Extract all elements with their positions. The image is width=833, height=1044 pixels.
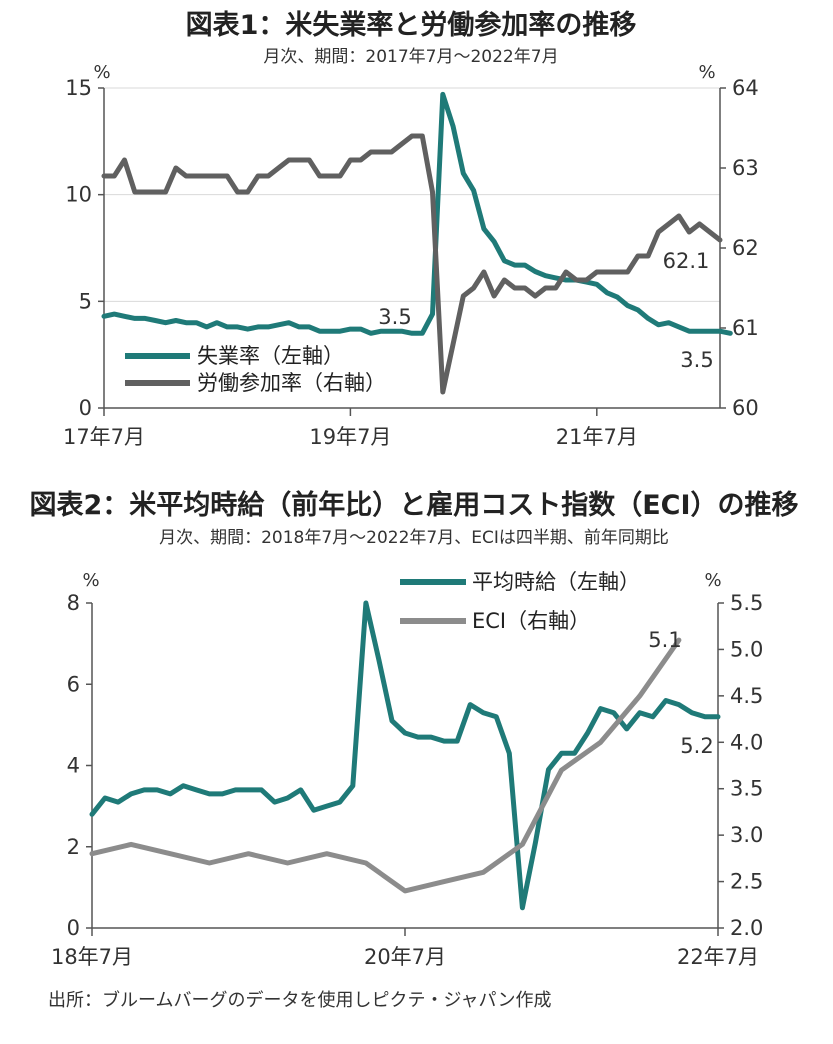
chart1-legend-lfpr-label: 労働参加率（右軸）: [197, 371, 386, 395]
chart1-plot: 0 5 10 15 60 61 62 63 64 17年7月 19年7月 21年7月: [63, 76, 759, 449]
chart2-title: 図表2：米平均時給（前年比）と雇用コスト指数（ECI）の推移: [29, 489, 798, 521]
y-right-tick-label: 62: [732, 236, 759, 260]
y-right-tick-label: 3.0: [730, 823, 763, 847]
x-tick-label: 17年7月: [63, 425, 145, 449]
y-right-tick-label: 60: [732, 396, 759, 420]
x-tick-label: 20年7月: [364, 945, 446, 969]
y-left-tick-label: 4: [67, 754, 80, 778]
source-note: 出所：ブルームバーグのデータを使用しピクテ・ジャパン作成: [48, 989, 551, 1011]
chart1-title: 図表1：米失業率と労働参加率の推移: [186, 9, 637, 41]
series-line-1: [101, 91, 733, 336]
y-right-tick-label: 4.0: [730, 730, 763, 754]
chart1-annotation-unemp-precovid: 3.5: [378, 305, 411, 329]
y-right-tick-label: 3.5: [730, 777, 763, 801]
y-left-tick-label: 6: [67, 672, 80, 696]
chart2-legend: 平均時給（左軸） ECI（右軸）: [400, 570, 640, 633]
y-left-tick-label: 8: [67, 591, 80, 615]
x-tick-label: 21年7月: [556, 425, 638, 449]
x-tick-label: 22年7月: [677, 945, 759, 969]
chart2-annotation-ahe-last: 5.2: [680, 734, 713, 758]
chart2-annotation-eci-last: 5.1: [648, 628, 681, 652]
chart2-legend-ahe-label: 平均時給（左軸）: [472, 570, 640, 594]
chart2-subtitle: 月次、期間：2018年7月～2022年7月、ECIは四半期、前年同期比: [159, 528, 669, 548]
y-right-tick-label: 2.0: [730, 916, 763, 940]
series-line-2: [89, 637, 682, 894]
y-right-tick-label: 61: [732, 316, 759, 340]
chart2-legend-eci-label: ECI（右軸）: [472, 609, 590, 633]
x-tick-label: 19年7月: [309, 425, 391, 449]
y-right-tick-label: 64: [732, 76, 759, 100]
chart2-left-unit: %: [82, 570, 99, 591]
y-right-tick-label: 5.0: [730, 637, 763, 661]
chart1-legend: 失業率（左軸） 労働参加率（右軸）: [125, 344, 386, 395]
chart1-annotation-unemp-last: 3.5: [680, 348, 713, 372]
y-right-tick-label: 2.5: [730, 870, 763, 894]
chart1-subtitle: 月次、期間：2017年7月～2022年7月: [263, 47, 558, 67]
series-line-1: [89, 600, 721, 911]
y-right-tick-label: 63: [732, 156, 759, 180]
y-left-tick-label: 0: [67, 916, 80, 940]
chart1-legend-unemp-label: 失業率（左軸）: [197, 344, 344, 368]
series-line-2: [101, 133, 723, 395]
chart1-left-unit: %: [93, 62, 110, 83]
y-left-tick-label: 15: [65, 76, 92, 100]
chart2-plot: 0 2 4 6 8 2.0 2.5 3.0 3.5 4.0 4.5 5.0 5.5 18年7月 20年7月 2…: [51, 591, 763, 969]
y-right-tick-label: 4.5: [730, 684, 763, 708]
y-right-tick-label: 5.5: [730, 591, 763, 615]
y-left-tick-label: 10: [65, 183, 92, 207]
y-left-tick-label: 5: [79, 289, 92, 313]
chart1-right-unit: %: [698, 62, 715, 83]
y-left-tick-label: 2: [67, 835, 80, 859]
chart2-right-unit: %: [704, 570, 721, 591]
chart1-annotation-lfpr-last: 62.1: [663, 249, 710, 273]
y-left-tick-label: 0: [79, 396, 92, 420]
x-tick-label: 18年7月: [51, 945, 133, 969]
